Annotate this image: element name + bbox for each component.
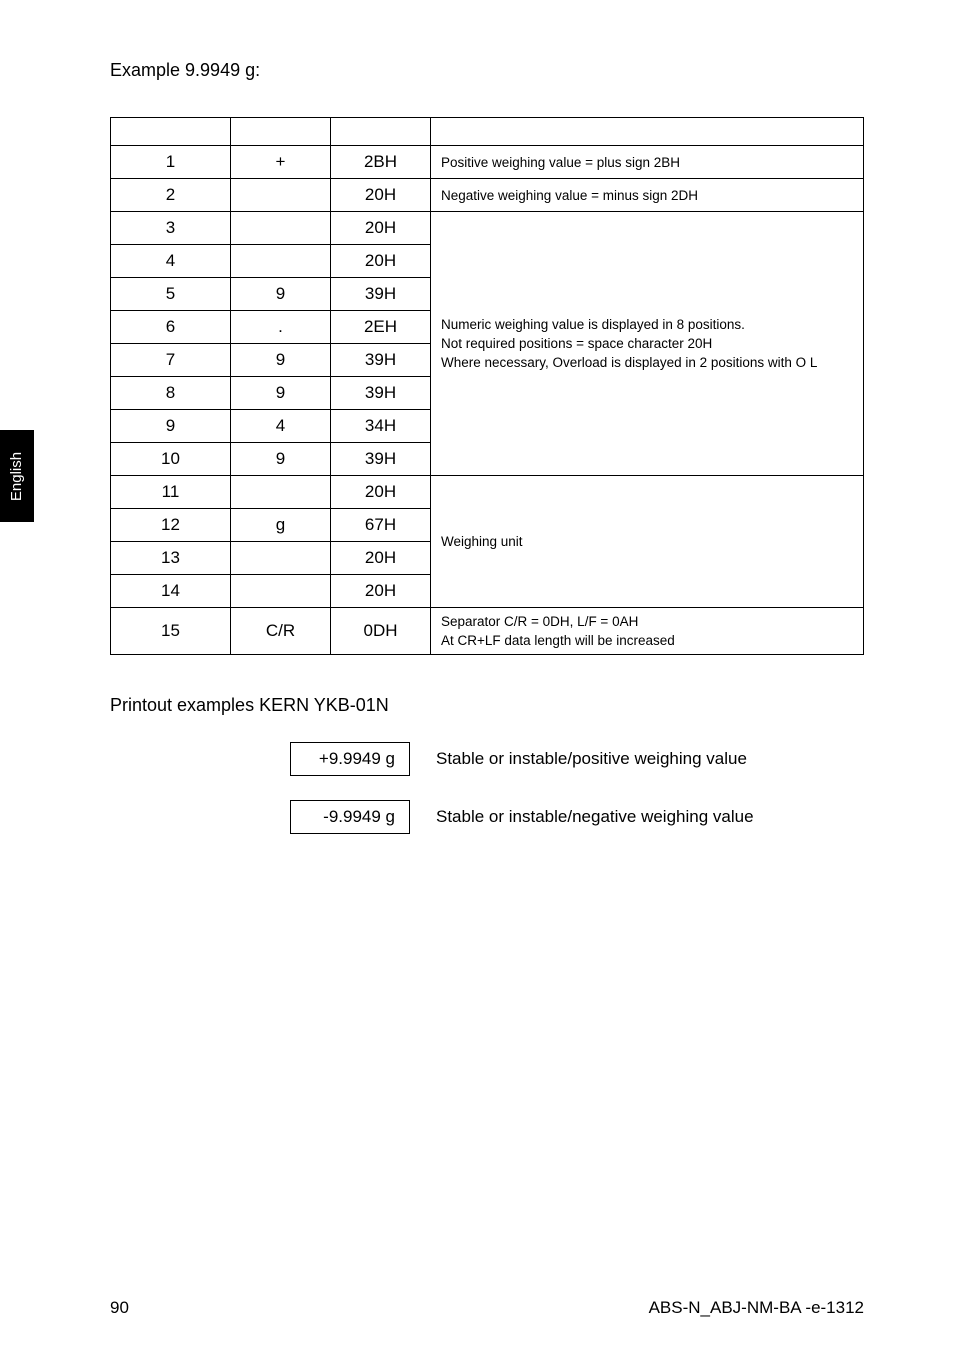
table-header-cell (111, 118, 231, 146)
row-hex: 39H (331, 344, 431, 377)
row-symbol: + (231, 146, 331, 179)
row-hex: 39H (331, 443, 431, 476)
printout-row: +9.9949 g Stable or instable/positive wei… (290, 742, 864, 776)
example-title: Example 9.9949 g: (110, 60, 864, 81)
row-index: 15 (111, 608, 231, 655)
row-hex: 2BH (331, 146, 431, 179)
row-hex: 20H (331, 476, 431, 509)
row-hex: 39H (331, 377, 431, 410)
row-symbol (231, 476, 331, 509)
page-number: 90 (110, 1298, 129, 1318)
table-header-cell (231, 118, 331, 146)
row-symbol (231, 212, 331, 245)
row-symbol (231, 179, 331, 212)
row-index: 8 (111, 377, 231, 410)
table-row: 1120HWeighing unit (111, 476, 864, 509)
row-description: Weighing unit (431, 476, 864, 608)
row-description: Positive weighing value = plus sign 2BH (431, 146, 864, 179)
row-index: 14 (111, 575, 231, 608)
row-symbol: 9 (231, 278, 331, 311)
row-index: 5 (111, 278, 231, 311)
row-index: 6 (111, 311, 231, 344)
row-symbol: 9 (231, 377, 331, 410)
row-symbol: 4 (231, 410, 331, 443)
row-hex: 20H (331, 212, 431, 245)
row-symbol: 9 (231, 443, 331, 476)
row-index: 10 (111, 443, 231, 476)
printout-heading: Printout examples KERN YKB-01N (110, 695, 864, 716)
table-header-cell (331, 118, 431, 146)
table-header-cell (431, 118, 864, 146)
side-tab-label: English (9, 451, 26, 500)
row-index: 7 (111, 344, 231, 377)
table-row: 15C/R0DHSeparator C/R = 0DH, L/F = 0AHAt… (111, 608, 864, 655)
row-index: 3 (111, 212, 231, 245)
side-tab-english: English (0, 430, 34, 522)
row-hex: 20H (331, 179, 431, 212)
row-hex: 0DH (331, 608, 431, 655)
row-symbol (231, 245, 331, 278)
doc-reference: ABS-N_ABJ-NM-BA -e-1312 (649, 1298, 864, 1318)
table-row: 2 20HNegative weighing value = minus sign… (111, 179, 864, 212)
printout-value-box: +9.9949 g (290, 742, 410, 776)
row-index: 12 (111, 509, 231, 542)
row-index: 13 (111, 542, 231, 575)
row-hex: 67H (331, 509, 431, 542)
row-hex: 20H (331, 575, 431, 608)
row-hex: 2EH (331, 311, 431, 344)
row-hex: 39H (331, 278, 431, 311)
row-symbol (231, 542, 331, 575)
row-index: 2 (111, 179, 231, 212)
row-description: Numeric weighing value is displayed in 8… (431, 212, 864, 476)
printout-description: Stable or instable/negative weighing val… (436, 807, 754, 827)
row-hex: 34H (331, 410, 431, 443)
table-row: 1+2BHPositive weighing value = plus sign… (111, 146, 864, 179)
row-index: 1 (111, 146, 231, 179)
printout-value-box: -9.9949 g (290, 800, 410, 834)
row-symbol (231, 575, 331, 608)
row-hex: 20H (331, 245, 431, 278)
page-footer: 90 ABS-N_ABJ-NM-BA -e-1312 (110, 1298, 864, 1318)
row-symbol: g (231, 509, 331, 542)
row-hex: 20H (331, 542, 431, 575)
data-table: 1+2BHPositive weighing value = plus sign… (110, 117, 864, 655)
printout-description: Stable or instable/positive weighing val… (436, 749, 747, 769)
row-symbol: C/R (231, 608, 331, 655)
table-row: 320HNumeric weighing value is displayed … (111, 212, 864, 245)
row-description: Separator C/R = 0DH, L/F = 0AHAt CR+LF d… (431, 608, 864, 655)
row-symbol: . (231, 311, 331, 344)
row-description: Negative weighing value = minus sign 2DH (431, 179, 864, 212)
row-index: 11 (111, 476, 231, 509)
printout-row: -9.9949 g Stable or instable/negative wei… (290, 800, 864, 834)
row-symbol: 9 (231, 344, 331, 377)
row-index: 4 (111, 245, 231, 278)
row-index: 9 (111, 410, 231, 443)
